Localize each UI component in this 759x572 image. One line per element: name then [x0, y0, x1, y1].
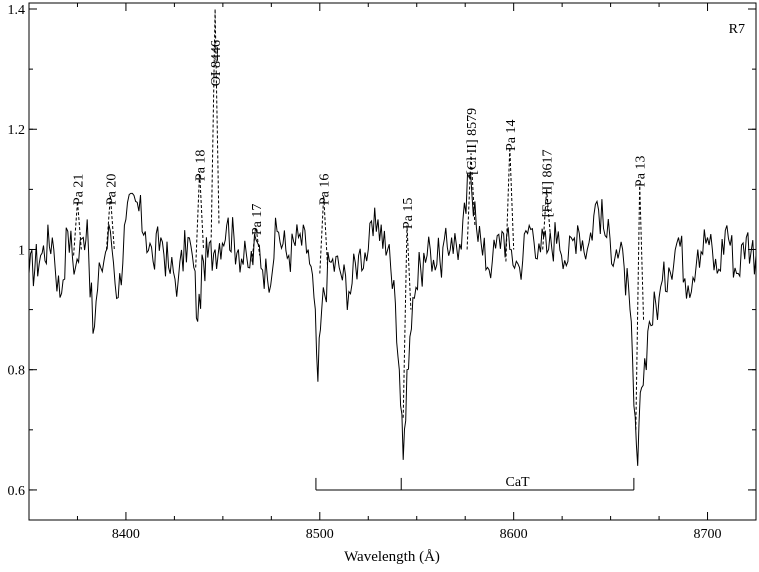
- dashed-feature-line: [251, 225, 261, 262]
- dashed-feature-line: [106, 195, 115, 250]
- line-id-label: Pa 20: [104, 174, 119, 206]
- y-tick-label: 1.4: [8, 3, 26, 18]
- panel-label: R7: [729, 22, 745, 37]
- x-tick-label: 8400: [112, 527, 140, 542]
- line-id-label: Pa 13: [634, 156, 649, 188]
- line-id-label: Pa 21: [71, 174, 86, 206]
- dashed-feature-line: [210, 8, 220, 238]
- y-tick-label: 1.2: [8, 123, 26, 138]
- dashed-feature-line: [466, 153, 476, 250]
- line-id-label: Pa 17: [250, 204, 265, 236]
- line-id-label: OI 8446: [209, 40, 224, 86]
- dashed-feature-line: [402, 225, 412, 418]
- line-id-label: Pa 14: [504, 120, 519, 152]
- line-id-label: [Cl II] 8579: [465, 108, 480, 175]
- dashed-feature-line: [635, 183, 645, 430]
- line-id-label: Pa 15: [401, 198, 416, 230]
- dashed-feature-line: [73, 201, 82, 256]
- dashed-feature-line: [505, 147, 515, 262]
- x-tick-label: 8600: [500, 527, 528, 542]
- x-axis-label: Wavelength (Å): [344, 549, 440, 565]
- y-tick-label: 0.8: [8, 364, 26, 379]
- y-tick-label: 0.6: [8, 484, 26, 499]
- line-id-label: Pa 18: [194, 150, 209, 182]
- dashed-feature-line: [542, 189, 551, 250]
- cat-label: CaT: [505, 475, 530, 490]
- spectrum-line: [28, 171, 757, 466]
- line-id-label: Pa 16: [318, 174, 333, 206]
- dashed-feature-line: [195, 171, 204, 268]
- dashed-feature-line: [319, 195, 329, 274]
- line-id-label: [Fe II] 8617: [541, 150, 556, 218]
- plot-frame: [28, 2, 757, 521]
- y-tick-label: 1: [18, 243, 25, 258]
- x-tick-label: 8500: [306, 527, 334, 542]
- x-tick-label: 8700: [694, 527, 722, 542]
